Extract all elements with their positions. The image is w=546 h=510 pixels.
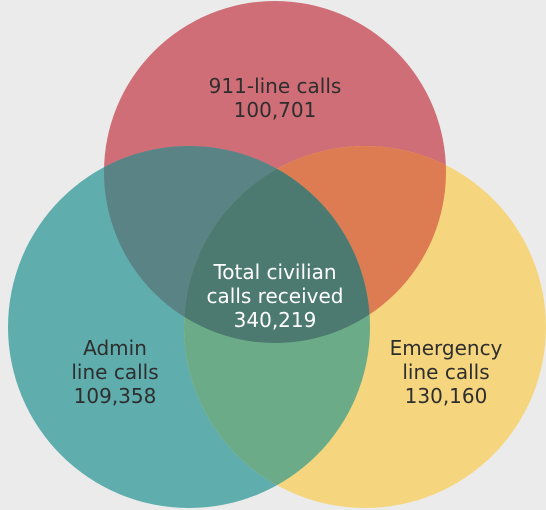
- set-admin-value: 109,358: [73, 384, 157, 408]
- set-911-label: 911-line calls 100,701: [175, 74, 375, 122]
- set-911-title: 911-line calls: [208, 74, 342, 98]
- set-emergency-title-line1: Emergency: [389, 336, 503, 360]
- center-label: Total civilian calls received 340,219: [175, 260, 375, 332]
- center-title-line2: calls received: [206, 284, 344, 308]
- center-title-line1: Total civilian: [213, 260, 337, 284]
- set-emergency-value: 130,160: [404, 384, 488, 408]
- set-admin-label: Admin line calls 109,358: [40, 336, 190, 408]
- set-admin-title-line2: line calls: [71, 360, 159, 384]
- set-emergency-title-line2: line calls: [402, 360, 490, 384]
- center-value: 340,219: [233, 308, 317, 332]
- set-911-value: 100,701: [233, 98, 317, 122]
- set-admin-title-line1: Admin: [83, 336, 147, 360]
- set-emergency-label: Emergency line calls 130,160: [366, 336, 526, 408]
